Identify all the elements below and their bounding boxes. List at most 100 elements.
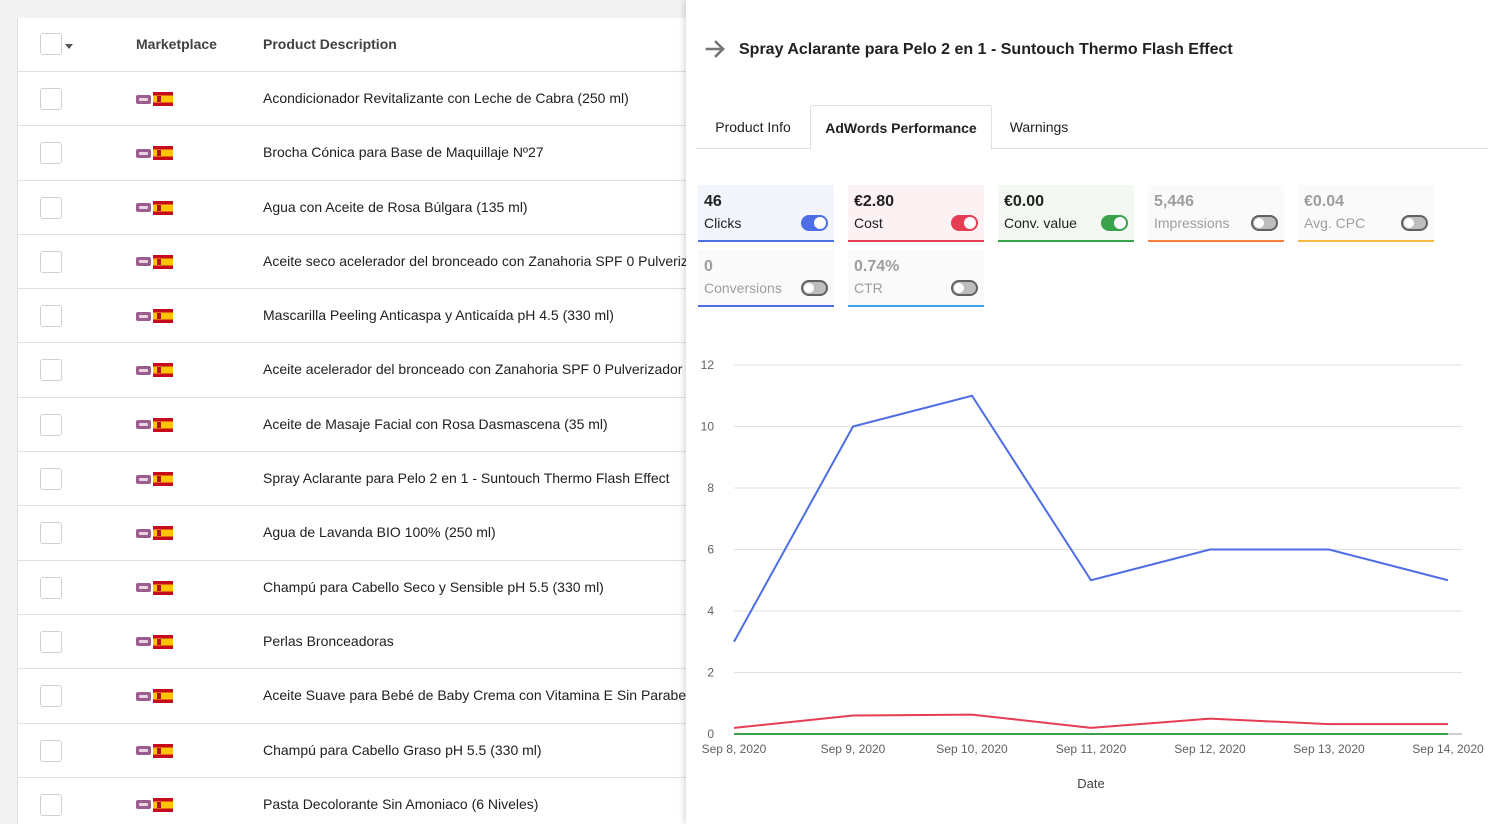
marketplace-column-header[interactable]: Marketplace [136,36,217,52]
metric-toggle[interactable] [1101,215,1128,231]
select-all-checkbox[interactable] [40,33,62,55]
x-axis-title: Date [1077,776,1104,791]
metric-value: €2.80 [854,193,895,210]
row-checkbox[interactable] [40,196,62,219]
metric-toggle[interactable] [951,215,978,231]
spain-flag-icon [153,417,173,432]
table-row[interactable]: Brocha Cónica para Base de Maquillaje Nº… [18,126,686,181]
y-tick-label: 8 [707,481,714,495]
table-row[interactable]: Agua con Aceite de Rosa Búlgara (135 ml) [18,181,686,235]
woocommerce-icon [136,94,151,104]
metric-value: 0 [704,258,713,275]
table-row[interactable]: Aceite Suave para Bebé de Baby Crema con… [18,669,686,724]
marketplace-icons [136,472,173,487]
row-checkbox[interactable] [40,468,62,491]
table-row[interactable]: Spray Aclarante para Pelo 2 en 1 - Sunto… [18,452,686,507]
spain-flag-icon [153,92,173,106]
row-checkbox[interactable] [40,793,62,816]
row-checkbox[interactable] [40,250,62,273]
spain-flag-icon [153,309,173,324]
marketplace-icons [136,363,173,378]
x-tick-label: Sep 9, 2020 [821,742,886,756]
y-tick-label: 10 [701,420,715,434]
metric-card: €2.80 Cost [848,185,984,242]
table-row[interactable]: Aceite seco acelerador del bronceado con… [18,235,686,290]
metric-card: €0.04 Avg. CPC [1298,185,1434,242]
woocommerce-icon [136,528,151,538]
table-row[interactable]: Aceite acelerador del bronceado con Zana… [18,343,686,398]
table-row[interactable]: Mascarilla Peeling Anticaspa y Anticaída… [18,289,686,344]
tab-product-info[interactable]: Product Info [715,119,791,135]
tab-warnings[interactable]: Warnings [1009,119,1069,135]
row-checkbox[interactable] [40,685,62,708]
x-tick-label: Sep 12, 2020 [1174,742,1246,756]
table-row[interactable]: Acondicionador Revitalizante con Leche d… [18,72,686,127]
row-checkbox[interactable] [40,413,62,436]
y-tick-label: 2 [707,666,714,680]
product-description: Perlas Bronceadoras [263,632,394,649]
product-description: Acondicionador Revitalizante con Leche d… [263,90,629,106]
series-line-1 [733,713,1448,729]
woocommerce-icon [136,203,151,213]
table-row[interactable]: Agua de Lavanda BIO 100% (250 ml) [18,506,686,561]
row-checkbox[interactable] [40,305,62,328]
metric-card: 0 Conversions [698,250,834,307]
product-table: Marketplace Product Description Acondici… [17,18,686,824]
row-checkbox[interactable] [40,522,62,545]
row-checkbox[interactable] [40,576,62,599]
y-tick-label: 0 [707,727,714,741]
tab-adwords-performance[interactable]: AdWords Performance [810,105,992,150]
woocommerce-icon [136,148,151,158]
woocommerce-icon [136,365,151,375]
y-tick-label: 12 [701,358,715,372]
marketplace-icons [136,526,173,541]
x-tick-label: Sep 14, 2020 [1412,742,1484,756]
product-description: Spray Aclarante para Pelo 2 en 1 - Sunto… [263,470,670,487]
table-row[interactable]: Pasta Decolorante Sin Amoniaco (6 Nivele… [18,778,686,824]
table-row[interactable]: Champú para Cabello Seco y Sensible pH 5… [18,561,686,615]
row-checkbox[interactable] [40,739,62,762]
y-tick-label: 6 [707,543,714,557]
metric-label: Cost [854,215,883,231]
metric-toggle[interactable] [801,280,828,296]
marketplace-icons [136,580,173,595]
spain-flag-icon [153,146,173,161]
metric-label: Clicks [704,215,742,231]
marketplace-icons [136,797,173,812]
metric-toggle[interactable] [951,280,978,296]
product-description: Pasta Decolorante Sin Amoniaco (6 Nivele… [263,795,539,812]
woocommerce-icon [136,637,151,647]
metric-card: 0.74% CTR [848,250,984,307]
marketplace-icons [136,417,173,432]
row-checkbox[interactable] [40,630,62,653]
table-header: Marketplace Product Description [18,18,686,72]
spain-flag-icon [153,254,173,269]
chevron-down-icon[interactable] [65,44,73,49]
table-row[interactable]: Aceite de Masaje Facial con Rosa Dasmasc… [18,398,686,453]
arrow-right-icon[interactable] [705,38,727,60]
product-description: Aceite seco acelerador del bronceado con… [263,252,686,269]
tab-bar: Product Info AdWords Performance Warning… [696,105,1488,150]
metric-value: 5,446 [1154,193,1195,210]
spain-flag-icon [153,797,173,812]
product-description: Aceite acelerador del bronceado con Zana… [263,361,683,378]
metric-toggle[interactable] [801,215,828,231]
metric-value: €0.00 [1004,193,1045,210]
metric-label: Impressions [1154,215,1230,231]
woocommerce-icon [136,474,151,484]
row-checkbox[interactable] [40,88,62,110]
product-description: Champú para Cabello Graso pH 5.5 (330 ml… [263,741,542,758]
product-description: Aceite de Masaje Facial con Rosa Dasmasc… [263,415,608,432]
table-row[interactable]: Champú para Cabello Graso pH 5.5 (330 ml… [18,724,686,778]
row-checkbox[interactable] [40,142,62,165]
metric-toggle[interactable] [1251,215,1278,231]
row-checkbox[interactable] [40,359,62,382]
spain-flag-icon [153,634,173,649]
woocommerce-icon [136,420,151,430]
description-column-header[interactable]: Product Description [263,36,397,52]
metric-toggle[interactable] [1401,215,1428,231]
product-description: Brocha Cónica para Base de Maquillaje Nº… [263,144,544,161]
table-row[interactable]: Perlas Bronceadoras [18,615,686,670]
spain-flag-icon [153,580,173,595]
metric-label: Avg. CPC [1304,215,1366,231]
